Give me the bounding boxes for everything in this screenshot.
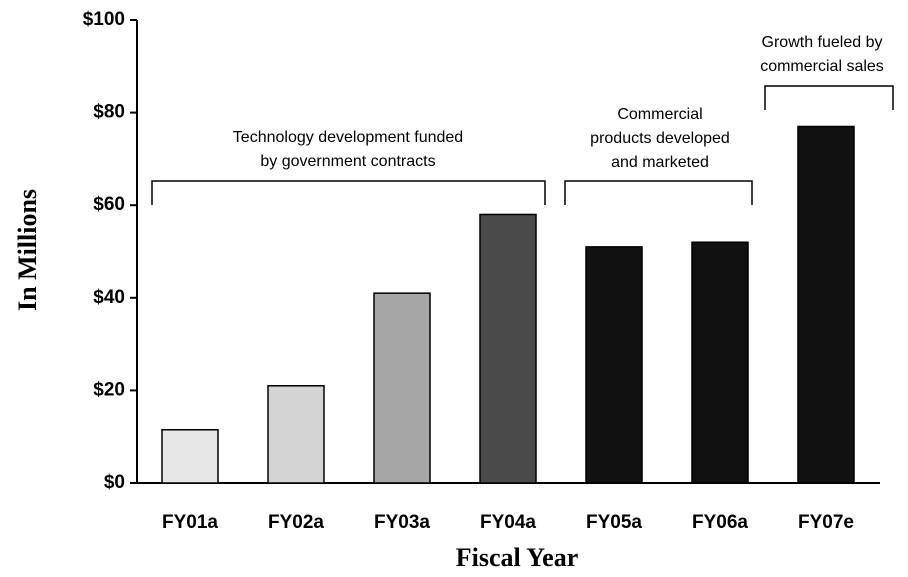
bar: [267, 385, 325, 484]
y-tick-label: $0: [104, 472, 125, 493]
x-axis-title: Fiscal Year: [456, 543, 579, 572]
annotation: Growth fueled by: [762, 34, 883, 51]
y-tick-label: $60: [93, 194, 125, 215]
bracket: [151, 180, 546, 205]
bar: [479, 213, 537, 484]
bracket: [564, 180, 753, 205]
bar: [373, 292, 431, 484]
x-tick-label: FY06a: [692, 512, 748, 533]
x-tick-label: FY04a: [480, 512, 536, 533]
x-tick-label: FY07e: [798, 512, 854, 533]
annotation: by government contracts: [260, 153, 435, 170]
annotation: Commercial: [617, 106, 702, 123]
x-tick-label: FY02a: [268, 512, 324, 533]
y-tick-label: $80: [93, 102, 125, 123]
x-tick-label: FY03a: [374, 512, 430, 533]
annotation: commercial sales: [760, 58, 884, 75]
annotation: Technology development funded: [233, 129, 463, 146]
bar: [161, 429, 219, 484]
y-tick-label: $100: [83, 9, 125, 30]
bar: [797, 125, 855, 484]
x-tick-label: FY01a: [162, 512, 218, 533]
bar: [585, 246, 643, 484]
x-tick-label: FY05a: [586, 512, 642, 533]
bracket: [764, 85, 894, 110]
annotation: products developed: [590, 130, 730, 147]
y-tick-label: $20: [93, 379, 125, 400]
bar: [691, 241, 749, 484]
y-tick-label: $40: [93, 287, 125, 308]
annotation: and marketed: [611, 154, 709, 171]
y-axis-title: In Millions: [13, 189, 42, 311]
